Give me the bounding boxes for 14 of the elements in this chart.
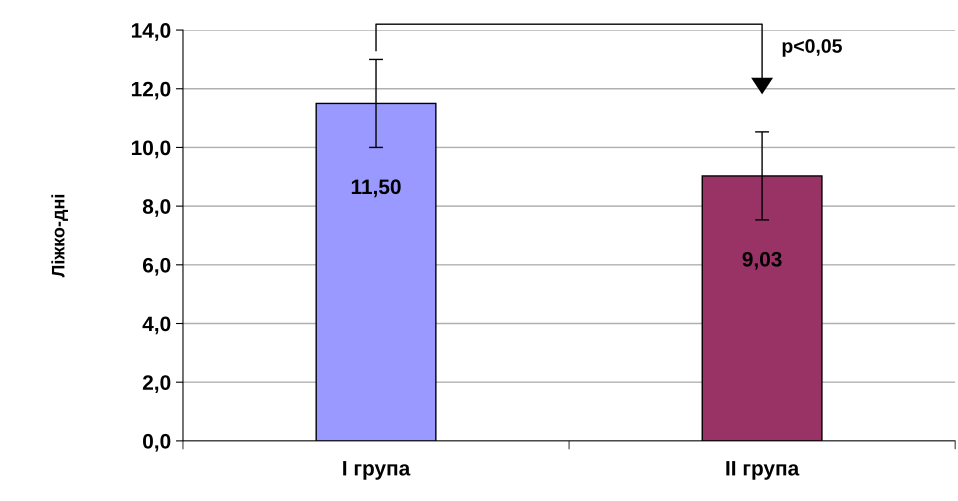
annotation: p<0,05 <box>782 39 842 57</box>
y-tick-label: 8,0 <box>142 199 170 217</box>
y-tick-label: 10,0 <box>132 140 170 158</box>
y-axis-title: Ліжко-дні <box>51 194 68 278</box>
y-tick-label: 0,0 <box>143 434 170 452</box>
y-tick-label: 2,0 <box>142 375 170 393</box>
y-tick-label: 12,0 <box>132 82 170 100</box>
x-tick-label: I група <box>343 461 410 480</box>
y-tick-label: 14,0 <box>132 23 170 41</box>
x-tick-label: II група <box>726 461 800 480</box>
y-tick-label: 6,0 <box>142 258 170 276</box>
data-label: 9,03 <box>742 252 782 270</box>
data-label: 11,50 <box>352 179 401 198</box>
y-tick-label: 4,0 <box>142 316 170 334</box>
